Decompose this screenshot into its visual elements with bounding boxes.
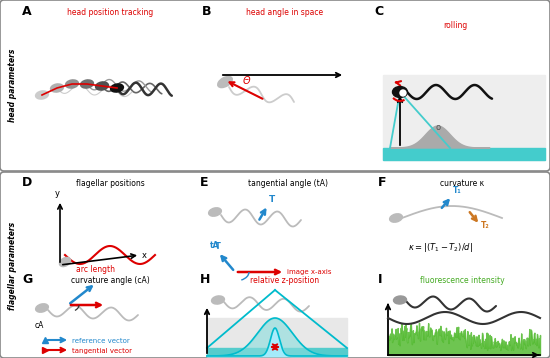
Text: tangential angle (tA): tangential angle (tA) — [248, 179, 328, 188]
FancyBboxPatch shape — [0, 172, 550, 358]
Text: Θ: Θ — [243, 76, 251, 86]
Ellipse shape — [212, 296, 224, 304]
Ellipse shape — [59, 257, 70, 267]
Text: head angle in space: head angle in space — [246, 8, 323, 17]
Text: B: B — [202, 5, 212, 18]
Text: T: T — [269, 195, 275, 204]
Ellipse shape — [65, 80, 79, 88]
Text: F: F — [378, 176, 387, 189]
Text: tangential vector: tangential vector — [72, 348, 132, 354]
Text: relative z-position: relative z-position — [250, 276, 320, 285]
Text: H: H — [200, 273, 210, 286]
Ellipse shape — [393, 296, 406, 304]
Text: curvature κ: curvature κ — [440, 179, 484, 188]
Text: reference vector: reference vector — [72, 338, 130, 344]
Text: curvature angle (cA): curvature angle (cA) — [70, 276, 150, 285]
Text: G: G — [22, 273, 32, 286]
Text: x: x — [142, 251, 147, 260]
Text: image x-axis: image x-axis — [287, 269, 332, 275]
Text: o: o — [436, 124, 441, 132]
Text: y: y — [54, 189, 59, 198]
Text: A: A — [22, 5, 32, 18]
Text: T₁: T₁ — [453, 186, 462, 195]
Text: fluorescence intensity: fluorescence intensity — [420, 276, 504, 285]
Ellipse shape — [36, 91, 48, 99]
Text: flagellar positions: flagellar positions — [76, 179, 144, 188]
FancyBboxPatch shape — [0, 0, 550, 171]
Polygon shape — [390, 126, 490, 148]
Text: head parameters: head parameters — [8, 48, 18, 122]
Bar — [383, 148, 545, 160]
Ellipse shape — [51, 84, 63, 92]
Text: C: C — [374, 5, 383, 18]
Text: flagellar parameters: flagellar parameters — [8, 222, 18, 310]
Bar — [207, 348, 347, 356]
Bar — [383, 75, 545, 160]
Text: head position tracking: head position tracking — [67, 8, 153, 17]
Text: arc length: arc length — [75, 265, 114, 274]
Ellipse shape — [208, 208, 221, 216]
Text: I: I — [378, 273, 382, 286]
Text: cA: cA — [35, 321, 45, 330]
Text: rolling: rolling — [443, 21, 467, 30]
Ellipse shape — [393, 87, 408, 97]
Ellipse shape — [36, 304, 48, 312]
Ellipse shape — [80, 80, 94, 88]
Text: T₂: T₂ — [481, 221, 490, 230]
Text: D: D — [22, 176, 32, 189]
Circle shape — [400, 90, 406, 96]
Text: E: E — [200, 176, 208, 189]
Ellipse shape — [389, 214, 403, 222]
Ellipse shape — [218, 76, 232, 88]
Ellipse shape — [111, 84, 123, 92]
Bar — [207, 318, 347, 356]
Text: tA: tA — [210, 241, 219, 250]
Ellipse shape — [96, 82, 108, 90]
Text: $\kappa = |(T_1-T_2)/d|$: $\kappa = |(T_1-T_2)/d|$ — [408, 241, 473, 254]
Text: T: T — [215, 242, 221, 251]
